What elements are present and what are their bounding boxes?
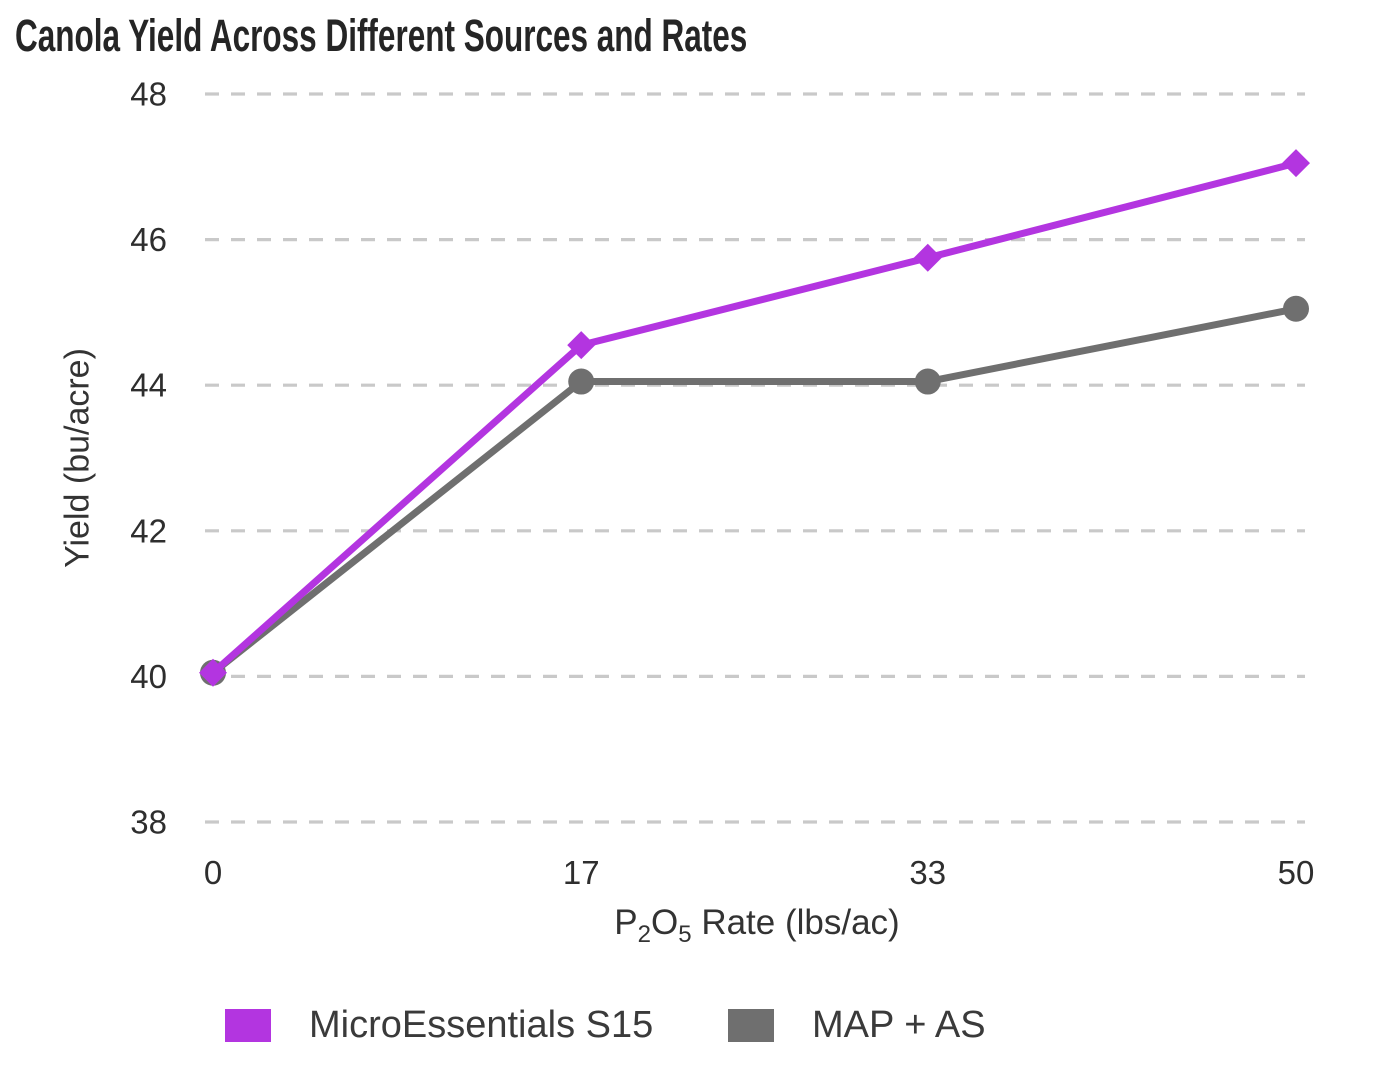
y-tick-label-40: 40 bbox=[130, 658, 167, 695]
y-tick-label-48: 48 bbox=[130, 76, 167, 113]
marker-map-as-17[interactable] bbox=[568, 368, 595, 395]
y-tick-label-46: 46 bbox=[130, 221, 167, 258]
x-axis-title-o: O bbox=[651, 903, 679, 942]
y-tick-label-42: 42 bbox=[130, 512, 167, 549]
y-tick-label-44: 44 bbox=[130, 367, 167, 404]
y-tick-label-38: 38 bbox=[130, 804, 167, 841]
plot-area: 38 40 42 44 46 48 0 17 33 50 bbox=[130, 76, 1315, 892]
legend-item-map-as[interactable]: MAP + AS bbox=[728, 1004, 986, 1047]
y-axis-title: Yield (bu/acre) bbox=[58, 348, 97, 568]
x-axis-title-rest: Rate (lbs/ac) bbox=[691, 903, 900, 942]
marker-map-as-50[interactable] bbox=[1283, 295, 1309, 322]
marker-map-as-33[interactable] bbox=[914, 368, 941, 395]
marker-microessentials-s15-0[interactable] bbox=[199, 658, 227, 687]
x-axis-title-p: P bbox=[614, 903, 638, 942]
legend-label-map-as: MAP + AS bbox=[812, 1004, 986, 1046]
marker-microessentials-s15-50[interactable] bbox=[1282, 149, 1310, 178]
legend-swatch-microessentials-s15 bbox=[225, 1009, 271, 1042]
x-axis-title-sub2: 2 bbox=[637, 921, 651, 948]
legend-swatch-map-as bbox=[728, 1009, 774, 1042]
x-tick-label-17: 17 bbox=[563, 854, 600, 891]
x-tick-label-0: 0 bbox=[204, 854, 222, 891]
series-line-map-as bbox=[209, 305, 1300, 677]
x-axis-title-sub5: 5 bbox=[678, 921, 692, 948]
marker-microessentials-s15-33[interactable] bbox=[913, 243, 942, 272]
x-tick-label-50: 50 bbox=[1278, 854, 1315, 891]
chart-title-text: Canola Yield Across Different Sources an… bbox=[15, 10, 748, 61]
x-axis-title: P2O5 Rate (lbs/ac) bbox=[614, 903, 900, 947]
legend-label-microessentials-s15: MicroEssentials S15 bbox=[309, 1004, 654, 1046]
marker-microessentials-s15-17[interactable] bbox=[567, 331, 596, 360]
legend-item-microessentials-s15[interactable]: MicroEssentials S15 bbox=[225, 1004, 653, 1047]
series-line-microessentials-s15 bbox=[209, 159, 1300, 677]
legend: MicroEssentials S15 MAP + AS bbox=[0, 1004, 1389, 1047]
x-tick-label-33: 33 bbox=[909, 854, 946, 891]
chart-title: Canola Yield Across Different Sources an… bbox=[15, 8, 1061, 64]
